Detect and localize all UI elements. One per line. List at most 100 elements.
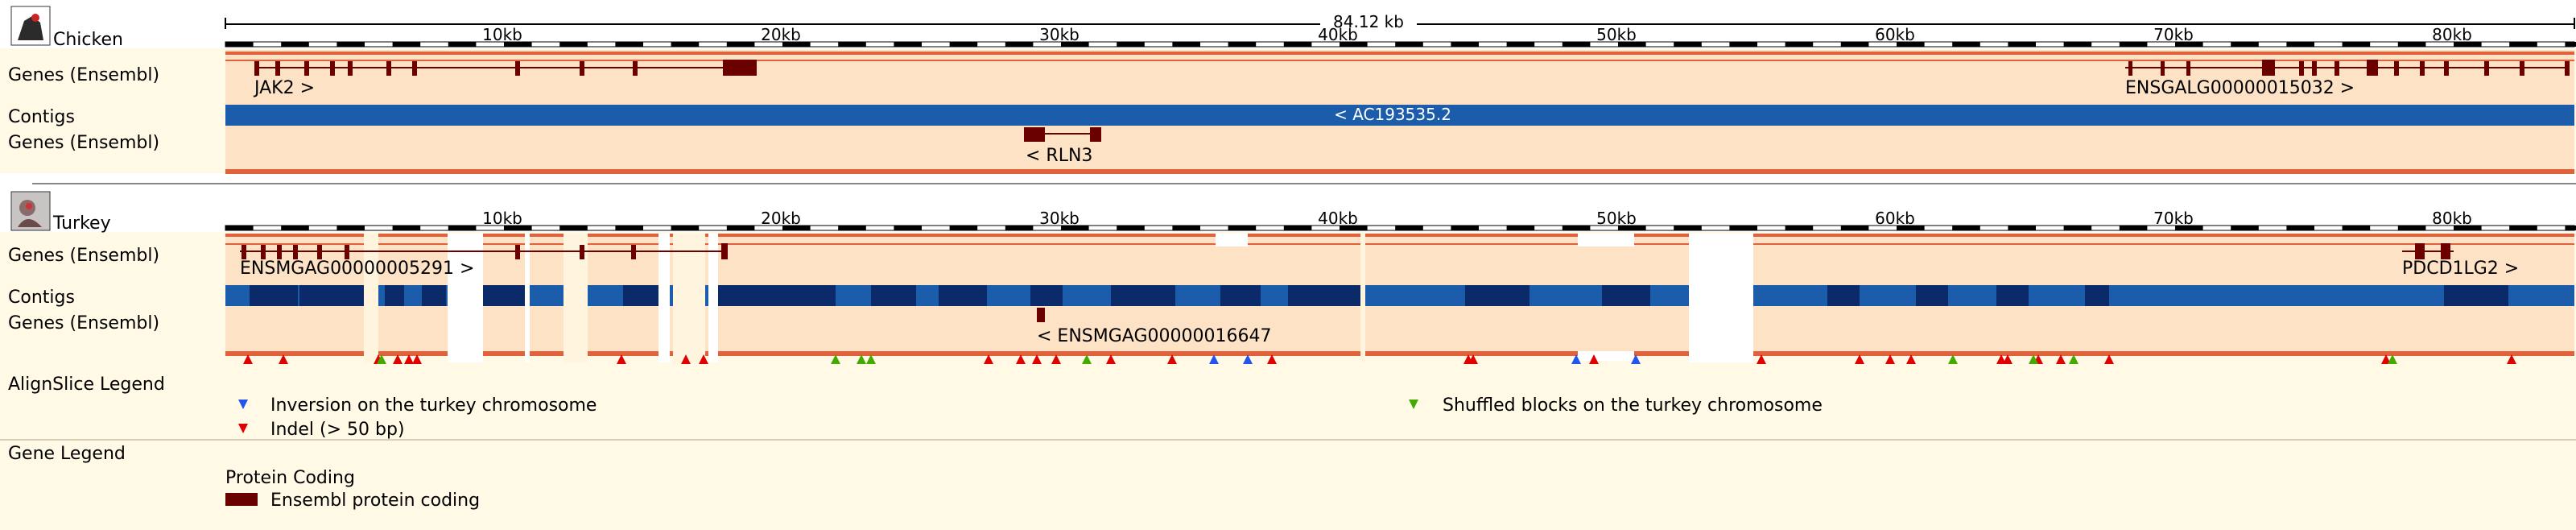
chicken-contig-ac193535[interactable]: [225, 105, 2574, 126]
scale-tick: [1562, 42, 1591, 47]
chicken-scale-ruler: [225, 41, 2576, 48]
scale-tick: [726, 42, 755, 47]
turkey-genes2-track-label: Genes (Ensembl): [8, 313, 159, 333]
alignslice-legend-title: AlignSlice Legend: [8, 375, 165, 395]
scale-tick: [1674, 42, 1702, 47]
shuffle-marker[interactable]: [831, 354, 840, 364]
shuffle-marker[interactable]: [1948, 354, 1958, 364]
chicken-tick-label: 80kb: [2432, 25, 2472, 44]
indel-marker[interactable]: [2104, 354, 2114, 364]
chicken-gene-label: JAK2 >: [253, 78, 315, 98]
turkey-gene-pdcd1lg2[interactable]: [2402, 243, 2454, 259]
indel-marker[interactable]: [617, 354, 626, 364]
shuffle-marker[interactable]: [2388, 354, 2397, 364]
chicken-gene-jak2[interactable]: [254, 60, 757, 76]
scale-tick: [1840, 226, 1869, 230]
indel-marker[interactable]: [1016, 354, 1026, 364]
turkey-tick-label: 30kb: [1039, 209, 1080, 228]
scale-tick: [1451, 42, 1479, 47]
scale-tick: [782, 226, 811, 230]
scale-tick: [615, 42, 643, 47]
chicken-genes-track-label: Genes (Ensembl): [8, 65, 159, 85]
scale-tick: [2342, 226, 2371, 230]
chicken-track-border: [225, 169, 2574, 174]
scale-tick: [2286, 226, 2314, 230]
indel-marker[interactable]: [1106, 354, 1116, 364]
indel-marker[interactable]: [2056, 354, 2066, 364]
scale-tick: [2286, 42, 2314, 47]
scale-tick: [1674, 226, 1702, 230]
turkey-photo-icon: [10, 191, 51, 231]
turkey-gene-label: < ENSMGAG00000016647: [1037, 326, 1271, 346]
scale-tick: [1451, 226, 1479, 230]
scale-tick: [2454, 226, 2482, 230]
scale-tick: [2008, 42, 2036, 47]
chicken-gene-ensgalg00000015032[interactable]: [2125, 60, 2570, 76]
turkey-tick-label: 40kb: [1318, 209, 1358, 228]
scale-tick: [2342, 42, 2371, 47]
shuffle-marker[interactable]: [866, 354, 876, 364]
legend-item-indel: Indel (> 50 bp): [270, 420, 405, 440]
indel-marker[interactable]: [1885, 354, 1895, 364]
legend-item-shuffle: Shuffled blocks on the turkey chromosome: [1443, 395, 1823, 416]
inversion-marker[interactable]: [1631, 354, 1641, 364]
indel-marker[interactable]: [699, 354, 708, 364]
scale-tick: [1562, 226, 1591, 230]
indel-marker[interactable]: [2381, 354, 2391, 364]
turkey-tick-label: 70kb: [2153, 209, 2194, 228]
turkey-contig-track[interactable]: [225, 285, 2574, 306]
scale-tick: [838, 226, 866, 230]
indel-marker[interactable]: [1589, 354, 1599, 364]
indel-marker[interactable]: [393, 354, 402, 364]
inversion-marker[interactable]: [1571, 354, 1581, 364]
scale-tick: [448, 226, 477, 230]
indel-marker[interactable]: [243, 354, 253, 364]
chicken-scale-bar: 84.12 kb: [225, 12, 2575, 32]
indel-marker[interactable]: [1996, 354, 2006, 364]
scale-tick: [1172, 226, 1200, 230]
indel-marker[interactable]: [681, 354, 691, 364]
turkey-gene-label: PDCD1LG2 >: [2402, 259, 2519, 279]
indel-marker[interactable]: [2003, 354, 2013, 364]
inversion-marker[interactable]: [1243, 354, 1253, 364]
indel-marker[interactable]: [1267, 354, 1277, 364]
indel-marker[interactable]: [1032, 354, 1042, 364]
chicken-contigs-track-label: Contigs: [8, 107, 75, 127]
turkey-scale-ruler: [225, 225, 2576, 231]
indel-marker[interactable]: [1468, 354, 1478, 364]
scale-tick: [949, 42, 978, 47]
chicken-gene-rln3[interactable]: [1024, 127, 1101, 142]
indel-marker[interactable]: [279, 354, 288, 364]
indel-marker[interactable]: [1757, 354, 1766, 364]
turkey-genes-track: [225, 234, 2574, 285]
inversion-marker[interactable]: [1209, 354, 1219, 364]
indel-marker[interactable]: [1855, 354, 1864, 364]
indel-marker[interactable]: [1906, 354, 1916, 364]
indel-marker[interactable]: [1167, 354, 1177, 364]
turkey-gene-ensmgag00000016647[interactable]: [1037, 308, 1045, 322]
scale-tick: [1005, 226, 1034, 230]
scale-tick: [504, 42, 532, 47]
indel-marker[interactable]: [2507, 354, 2516, 364]
turkey-tick-label: 20kb: [761, 209, 801, 228]
turkey-contigs-track-label: Contigs: [8, 288, 75, 308]
scale-tick: [894, 226, 922, 230]
shuffle-marker[interactable]: [1082, 354, 1092, 364]
scale-tick: [559, 226, 588, 230]
scale-tick: [1340, 226, 1368, 230]
indel-marker[interactable]: [404, 354, 414, 364]
shuffle-marker[interactable]: [377, 354, 386, 364]
scale-tick: [1952, 42, 1980, 47]
indel-legend-icon: [238, 424, 248, 433]
indel-marker[interactable]: [984, 354, 993, 364]
shuffle-marker[interactable]: [2029, 354, 2038, 364]
scale-tick: [671, 42, 700, 47]
scale-tick: [2509, 226, 2537, 230]
indel-marker[interactable]: [412, 354, 422, 364]
indel-marker[interactable]: [1051, 354, 1061, 364]
scale-tick: [1117, 226, 1145, 230]
shuffle-marker[interactable]: [857, 354, 866, 364]
chicken-tick-label: 70kb: [2153, 25, 2194, 44]
turkey-gene-ensmgag00000005291[interactable]: [240, 243, 728, 259]
shuffle-marker[interactable]: [2069, 354, 2079, 364]
